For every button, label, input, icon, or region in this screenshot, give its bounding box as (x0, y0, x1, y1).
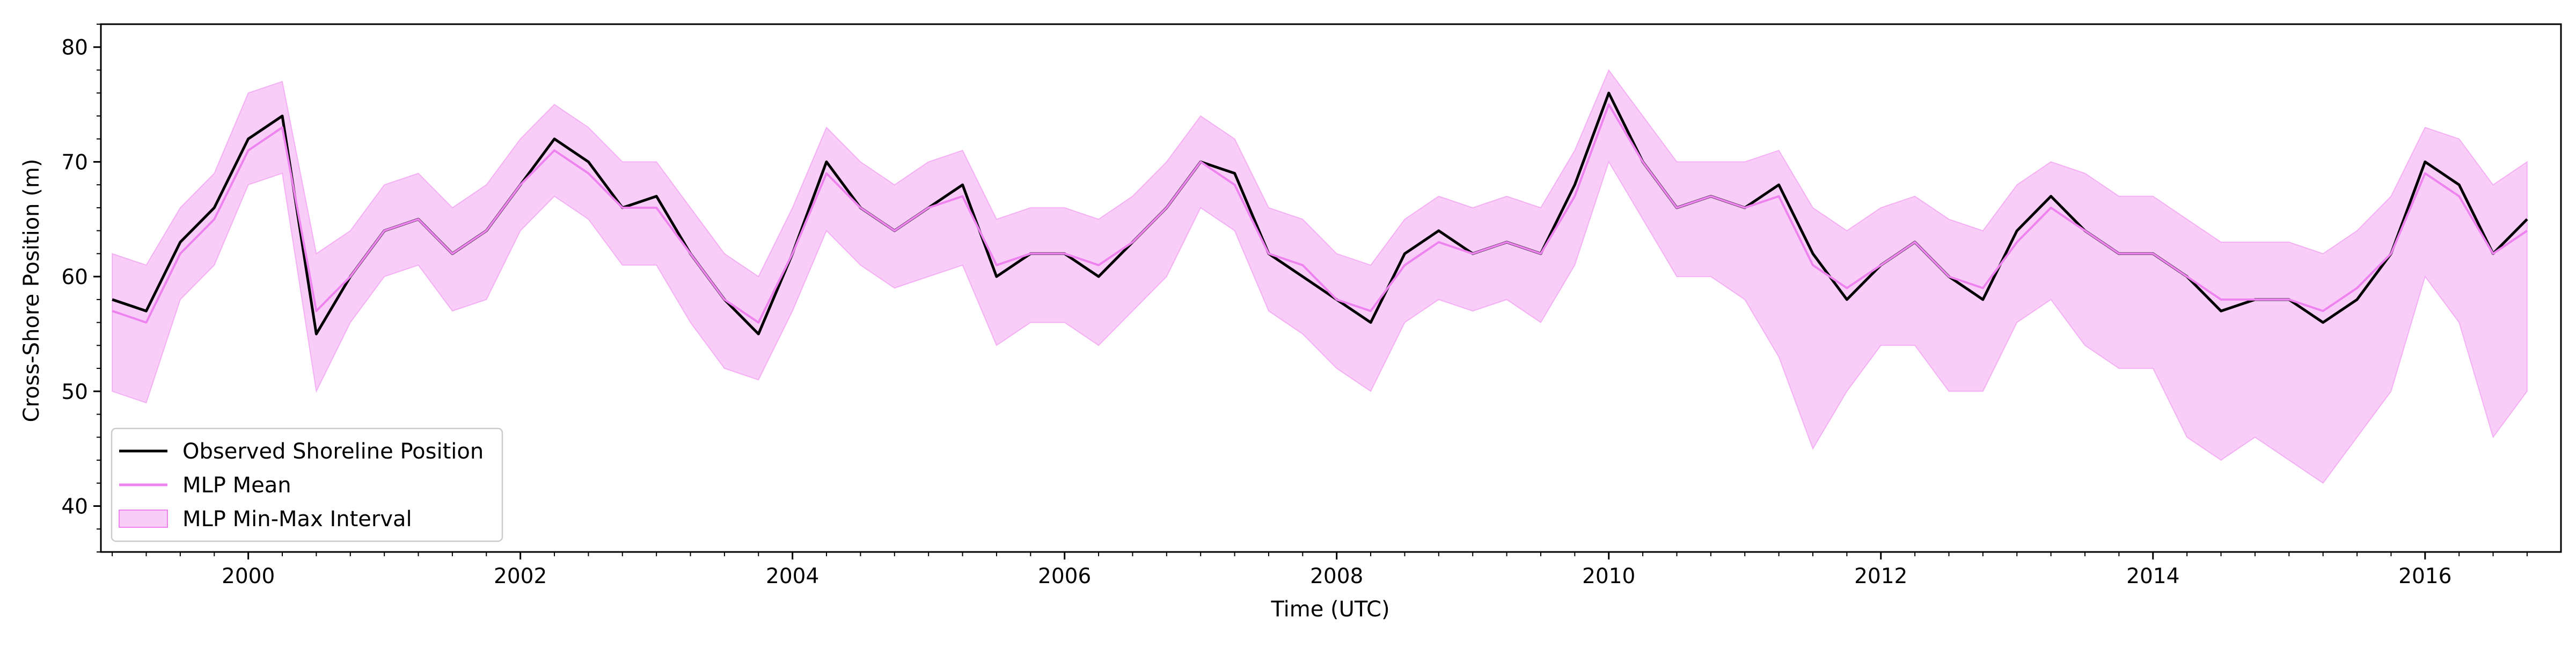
plot-frame (100, 23, 2562, 553)
x-tick-label: 2010 (1582, 564, 1635, 588)
x-tick-label: 2014 (2126, 564, 2179, 588)
mlp-minmax-band (112, 69, 2528, 484)
axes: 2000 2002 2004 2006 2008 2010 2012 2014 2016 40 50… (61, 23, 2562, 588)
legend-label-observed: Observed Shoreline Position (182, 439, 484, 464)
x-tick-label: 2006 (1038, 564, 1091, 588)
y-tick-label: 40 (61, 495, 88, 519)
legend-swatch-band (119, 510, 168, 528)
y-tick-label: 60 (61, 265, 88, 289)
x-tick-label: 2012 (1854, 564, 1907, 588)
legend: Observed Shoreline Position MLP Mean MLP… (111, 427, 503, 542)
legend-label-band: MLP Min-Max Interval (182, 507, 412, 532)
x-tick-label: 2004 (766, 564, 819, 588)
x-tick-label: 2002 (494, 564, 547, 588)
legend-label-mean: MLP Mean (182, 473, 291, 498)
mlp-mean-line (112, 103, 2528, 324)
x-tick-label: 2008 (1310, 564, 1363, 588)
plot-area (112, 69, 2528, 484)
x-tick-label: 2000 (222, 564, 275, 588)
y-tick-label: 70 (61, 150, 88, 175)
y-axis-label: Cross-Shore Position (m) (19, 159, 44, 423)
legend-frame (111, 427, 503, 542)
x-tick-label: 2016 (2398, 564, 2451, 588)
x-axis-label: Time (UTC) (1270, 597, 1389, 622)
y-tick-label: 50 (61, 380, 88, 404)
y-tick-label: 80 (61, 36, 88, 60)
